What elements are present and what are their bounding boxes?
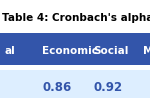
Text: Table 4: Cronbach's alpha test r: Table 4: Cronbach's alpha test r [2,13,150,23]
Text: Economic: Economic [42,46,98,56]
Text: 0.86: 0.86 [42,81,71,94]
FancyBboxPatch shape [0,70,150,98]
Text: 0.92: 0.92 [93,81,122,94]
Text: Social: Social [93,46,128,56]
Text: al: al [4,46,15,56]
FancyBboxPatch shape [0,33,150,65]
Text: M: M [142,46,150,56]
